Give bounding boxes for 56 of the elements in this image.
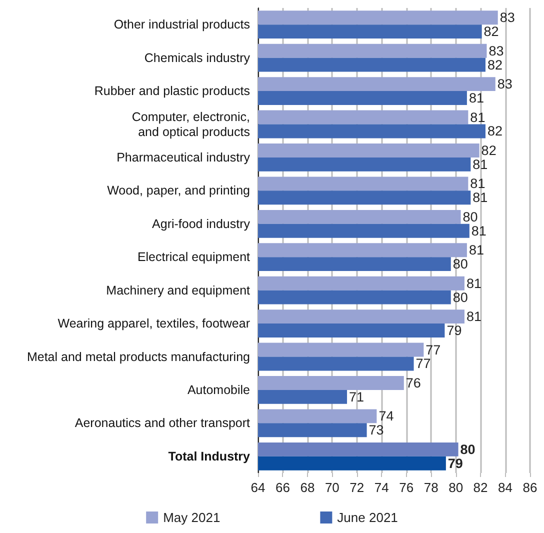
y-tick-label: Rubber and plastic products: [94, 84, 250, 98]
data-label: 82: [481, 142, 496, 158]
data-label: 80: [452, 290, 468, 305]
x-tick-label: 78: [424, 480, 438, 495]
data-label: 77: [416, 356, 431, 372]
y-tick-label: Chemicals industry: [144, 50, 251, 65]
data-label: 82: [484, 24, 499, 40]
data-label: 82: [487, 57, 503, 72]
y-tick-label: Other industrial products: [114, 18, 250, 32]
data-label: 79: [448, 456, 463, 471]
x-tick-label: 76: [399, 480, 414, 495]
data-label: 80: [452, 256, 468, 272]
x-tick-label: 64: [250, 480, 266, 495]
y-tick-label: Electrical equipment: [137, 250, 251, 264]
data-label: 81: [470, 176, 486, 192]
data-label: 81: [472, 190, 488, 206]
x-tick-label: 74: [374, 480, 389, 495]
data-label: 81: [470, 110, 486, 125]
legend-label: May 2021: [163, 510, 220, 525]
data-label: 83: [497, 76, 512, 92]
y-tick-label: Pharmaceutical industry: [116, 150, 251, 164]
x-tick-label: 66: [275, 480, 290, 495]
x-tick-label: 84: [498, 480, 513, 495]
data-label: 79: [446, 323, 462, 338]
x-tick-label: 86: [522, 480, 538, 495]
y-tick-label: Aeronautics and other transport: [74, 416, 251, 430]
data-label: 81: [471, 223, 486, 238]
data-label: 83: [500, 10, 515, 26]
data-label: 80: [462, 209, 478, 224]
data-label: 81: [466, 276, 482, 291]
y-tick-label: Machinery and equipment: [106, 283, 251, 298]
y-tick-label: Total Industry: [168, 449, 250, 464]
data-label: 71: [349, 389, 364, 404]
data-label: 82: [487, 124, 503, 139]
y-tick-label: Agri-food industry: [152, 216, 251, 231]
data-label: 76: [406, 375, 421, 390]
x-tick-label: 70: [324, 480, 340, 495]
y-tick-label: Metal and metal products manufacturing: [26, 350, 250, 364]
x-tick-label: 68: [300, 480, 315, 495]
y-tick-label: Computer, electronic, and optical products: [132, 110, 250, 139]
data-label: 74: [378, 408, 394, 424]
y-tick-label: Wood, paper, and printing: [107, 184, 250, 198]
data-label: 81: [468, 90, 484, 106]
data-label: 81: [466, 309, 482, 324]
data-label: 83: [488, 43, 504, 58]
y-tick-label: Automobile: [187, 382, 250, 397]
x-tick-label: 82: [473, 480, 488, 495]
x-tick-label: 72: [350, 480, 364, 495]
data-label: 77: [426, 342, 441, 358]
data-label: 81: [468, 242, 484, 258]
x-tick-label: 80: [448, 480, 464, 495]
legend-label: June 2021: [337, 510, 398, 525]
y-tick-label: Wearing apparel, textiles, footwear: [58, 316, 250, 331]
data-label: 73: [368, 422, 384, 438]
data-label: 81: [472, 156, 488, 172]
data-label: 80: [460, 442, 476, 457]
